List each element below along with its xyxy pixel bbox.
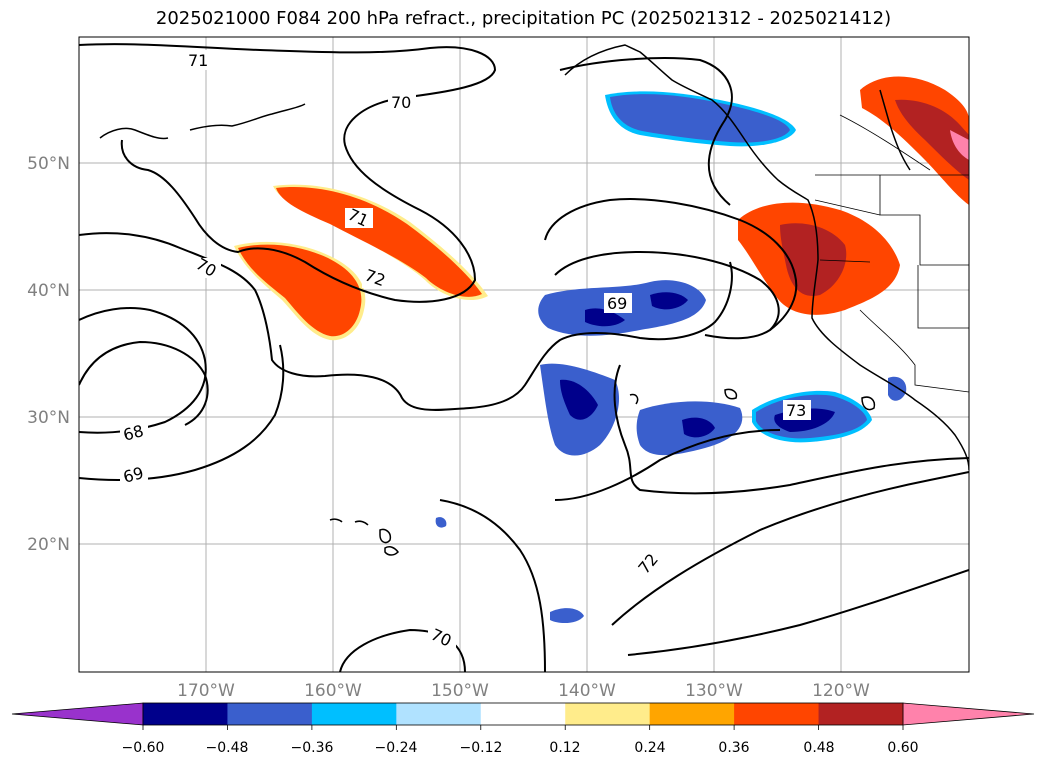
colorbar-cell — [818, 703, 904, 725]
lon-label: 160°W — [304, 681, 362, 701]
colorbar-cell — [480, 703, 566, 725]
contour-label-backgrounds — [120, 50, 811, 648]
lon-label: 150°W — [431, 681, 489, 701]
political-borders — [814, 114, 969, 393]
graticule — [79, 37, 969, 672]
colorbar: −0.60 −0.48 −0.36 −0.24 −0.12 0.12 0.24 … — [11, 702, 1035, 756]
contour-label: 69 — [121, 463, 146, 487]
colorbar-label: −0.36 — [291, 740, 334, 756]
colorbar-cell — [734, 703, 820, 725]
contour-label: 73 — [786, 401, 806, 420]
precip-positive-coast — [738, 76, 969, 315]
colorbar-label: −0.48 — [206, 740, 249, 756]
refractivity-contours — [79, 43, 969, 672]
precip-negative — [435, 91, 907, 624]
colorbar-cell — [143, 703, 228, 725]
colorbar-label: 0.60 — [887, 740, 918, 756]
map-frame — [78, 36, 970, 673]
lat-label: 30°N — [27, 408, 70, 428]
contour-label: 70 — [391, 93, 411, 112]
colorbar-label: 0.48 — [803, 740, 834, 756]
contour-label: 69 — [607, 294, 627, 313]
colorbar-cell — [227, 703, 313, 725]
longitude-labels: 170°W 160°W 150°W 140°W 130°W 120°W — [177, 681, 870, 701]
colorbar-arrow-right — [902, 702, 1035, 726]
colorbar-label: 0.36 — [718, 740, 749, 756]
lon-label: 120°W — [812, 681, 870, 701]
lon-label: 130°W — [685, 681, 743, 701]
contour-label: 71 — [188, 51, 208, 70]
colorbar-cell — [649, 703, 735, 725]
colorbar-outline — [142, 702, 904, 726]
lat-label: 40°N — [27, 281, 70, 301]
colorbar-label: −0.12 — [460, 740, 503, 756]
colorbar-label: 0.24 — [634, 740, 665, 756]
latitude-labels: 50°N 40°N 30°N 20°N — [27, 154, 70, 555]
colorbar-cell — [565, 703, 651, 725]
colorbar-arrow-left — [11, 702, 144, 726]
colorbar-label: 0.12 — [549, 740, 580, 756]
lat-label: 50°N — [27, 154, 70, 174]
colorbar-label: −0.24 — [375, 740, 418, 756]
lon-label: 140°W — [558, 681, 616, 701]
map-title: 2025021000 F084 200 hPa refract., precip… — [155, 8, 892, 29]
precip-positive-west — [234, 184, 488, 341]
lat-label: 20°N — [27, 535, 70, 555]
contour-label: 68 — [121, 421, 146, 445]
colorbar-cell — [311, 703, 397, 725]
colorbar-cell — [396, 703, 482, 725]
lon-label: 170°W — [177, 681, 235, 701]
coastlines — [99, 44, 969, 556]
colorbar-label: −0.60 — [122, 740, 165, 756]
